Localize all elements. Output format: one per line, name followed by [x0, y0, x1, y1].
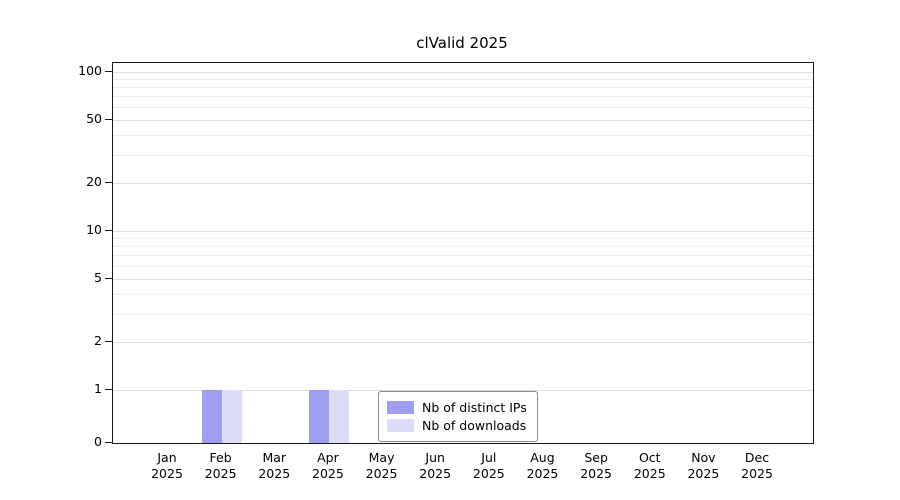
x-tick-label: Aug 2025: [526, 450, 559, 481]
x-tick-label: Dec 2025: [741, 450, 773, 481]
x-tick-label: Jun 2025: [419, 450, 452, 481]
y-tick-mark: [105, 70, 112, 72]
y-tick-mark: [105, 341, 112, 343]
y-tick-label: 2: [94, 333, 102, 349]
y-tick-label: 0: [94, 434, 102, 449]
legend-label: Nb of downloads: [422, 418, 527, 433]
gridline: [113, 119, 813, 121]
gridline: [113, 342, 813, 344]
legend-label: Nb of distinct IPs: [422, 400, 527, 415]
gridline: [113, 71, 813, 73]
x-tick-label: May 2025: [365, 450, 398, 481]
legend-swatch: [387, 419, 414, 432]
y-tick-mark: [105, 229, 112, 231]
gridline: [113, 106, 813, 108]
legend-item: Nb of distinct IPs: [387, 400, 527, 415]
x-tick-label: Jul 2025: [472, 450, 505, 481]
y-tick-mark: [105, 277, 112, 279]
x-tick-label: Apr 2025: [312, 450, 344, 481]
y-tick-label: 20: [86, 173, 102, 189]
bar-nb-of-downloads-feb: [221, 390, 242, 443]
gridline: [113, 278, 813, 280]
y-tick-mark: [105, 442, 112, 443]
x-tick-label: Nov 2025: [687, 450, 720, 481]
plot-area: [112, 62, 814, 444]
x-tick-label: Sep 2025: [580, 450, 613, 481]
y-tick-mark: [105, 118, 112, 120]
gridline: [113, 238, 813, 240]
x-tick-label: Jan 2025: [151, 450, 183, 481]
x-tick-label: Feb 2025: [204, 450, 237, 481]
gridline: [113, 390, 813, 391]
gridline: [113, 182, 813, 184]
y-tick-label: 50: [86, 110, 102, 126]
gridline: [113, 230, 813, 232]
gridline: [113, 314, 813, 316]
y-tick-mark: [105, 181, 112, 183]
gridline: [113, 246, 813, 248]
gridline: [113, 294, 813, 296]
legend-swatch: [387, 401, 414, 414]
bar-nb-of-distinct-ips-apr: [308, 390, 329, 443]
x-tick-label: Oct 2025: [633, 450, 666, 481]
gridline: [113, 87, 813, 89]
legend-item: Nb of downloads: [387, 418, 527, 433]
gridline: [113, 96, 813, 98]
gridline: [113, 255, 813, 257]
gridline: [113, 154, 813, 156]
chart-title: clValid 2025: [416, 34, 508, 52]
y-tick-label: 1: [94, 381, 102, 396]
x-tick-label: Mar 2025: [258, 450, 291, 481]
y-tick-mark: [105, 389, 112, 390]
gridline: [113, 134, 813, 136]
gridline: [113, 266, 813, 268]
y-tick-label: 5: [94, 269, 102, 285]
bar-nb-of-downloads-apr: [328, 390, 349, 443]
y-tick-label: 100: [78, 62, 102, 78]
bar-nb-of-distinct-ips-feb: [201, 390, 222, 443]
gridline: [113, 78, 813, 80]
y-tick-label: 10: [86, 221, 102, 237]
legend: Nb of distinct IPs Nb of downloads: [378, 391, 538, 442]
